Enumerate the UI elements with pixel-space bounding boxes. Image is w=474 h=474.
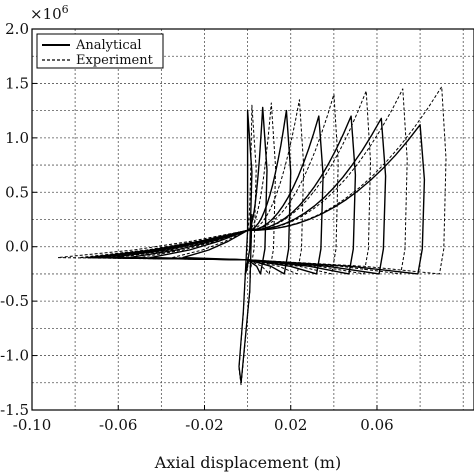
y-tick-label: -1.5 <box>0 401 29 419</box>
grid <box>32 29 474 410</box>
x-tick-label: 0.06 <box>360 416 393 434</box>
x-axis-label: Axial displacement (m) <box>154 453 341 472</box>
legend-label-experiment: Experiment <box>76 53 154 68</box>
plot-frame <box>31 28 474 411</box>
x-tick-label: -0.02 <box>185 416 223 434</box>
y-tick-label: 1.0 <box>5 129 29 147</box>
hysteresis-loop-experiment <box>57 86 447 275</box>
series-layer <box>57 86 447 386</box>
y-tick-label: 0.5 <box>5 183 29 201</box>
y-tick-label: 0.0 <box>5 238 29 256</box>
y-multiplier-exponent: 6 <box>62 3 69 16</box>
ticks: -0.10 -0.06 -0.02 0.02 0.06 -1.5 -1.0 -0.5 0.0 0.… <box>0 20 394 434</box>
hysteresis-loop-experiment <box>78 88 408 275</box>
y-tick-label: 2.0 <box>5 20 29 38</box>
legend: Analytical Experiment <box>36 33 164 69</box>
y-multiplier-base: ×10 <box>30 5 62 23</box>
legend-box <box>36 33 164 69</box>
x-tick-label: 0.02 <box>274 416 307 434</box>
series-analytical <box>87 106 426 383</box>
x-tick-label: -0.10 <box>13 416 51 434</box>
legend-label-analytical: Analytical <box>75 38 142 53</box>
y-tick-label: 1.5 <box>5 74 29 92</box>
y-tick-label: -1.0 <box>0 347 29 365</box>
hysteresis-loop-analytical <box>100 115 357 275</box>
y-multiplier-label: ×106 <box>30 3 69 23</box>
y-tick-label: -0.5 <box>0 292 29 310</box>
x-tick-label: -0.06 <box>99 416 137 434</box>
hysteresis-loop-analytical <box>91 117 387 275</box>
hysteresis-loop-experiment <box>139 102 277 275</box>
series-experiment <box>57 86 447 386</box>
